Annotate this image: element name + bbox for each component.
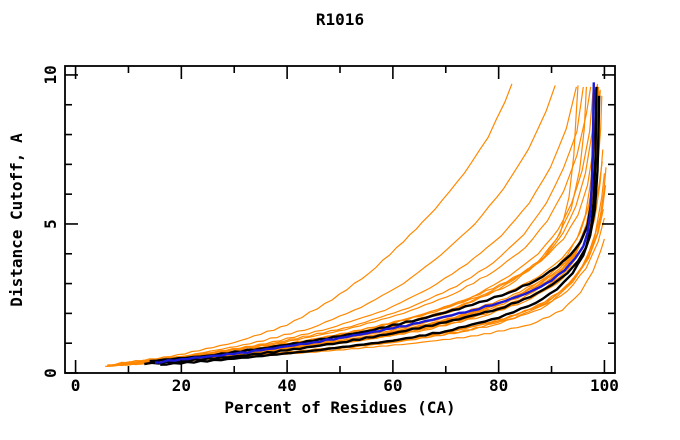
orange-curve-11 xyxy=(133,88,596,364)
black-curve-3 xyxy=(160,95,601,366)
orange-curve-16 xyxy=(107,83,513,366)
orange-curve-03 xyxy=(107,208,604,367)
x-tick-label: 60 xyxy=(383,376,402,395)
orange-curve-07 xyxy=(133,92,600,364)
orange-curve-13 xyxy=(123,86,592,365)
orange-curve-19 xyxy=(149,85,598,362)
axis-ticks xyxy=(65,66,615,374)
x-tick-label: 20 xyxy=(172,376,191,395)
orange-curve-18 xyxy=(133,86,587,364)
x-tick-label: 80 xyxy=(489,376,508,395)
y-tick-label: 5 xyxy=(41,219,60,229)
blue-curve xyxy=(154,82,595,364)
chart-title: R1016 xyxy=(316,10,364,29)
black-curve-2 xyxy=(149,89,595,363)
y-tick-label: 0 xyxy=(41,368,60,378)
orange-curve-09 xyxy=(123,86,600,365)
x-tick-label: 0 xyxy=(71,376,81,395)
orange-curve-12 xyxy=(128,88,594,364)
x-axis-label: Percent of Residues (CA) xyxy=(224,398,455,417)
axis-tick-labels: 0 20 40 60 80 100 0 5 10 xyxy=(41,65,619,395)
orange-curve-04 xyxy=(123,173,605,366)
y-axis-label: Distance Cutoff, A xyxy=(7,133,26,307)
x-tick-label: 40 xyxy=(277,376,296,395)
orange-curve-14 xyxy=(117,86,577,365)
y-tick-label: 10 xyxy=(41,65,60,84)
x-tick-label: 100 xyxy=(590,376,619,395)
black-curve-1 xyxy=(144,86,598,366)
orange-curve-26 xyxy=(117,91,600,365)
plot-frame xyxy=(64,65,616,374)
model-curves xyxy=(105,82,607,367)
orange-curve-25 xyxy=(123,86,584,364)
plot-border xyxy=(64,65,616,374)
